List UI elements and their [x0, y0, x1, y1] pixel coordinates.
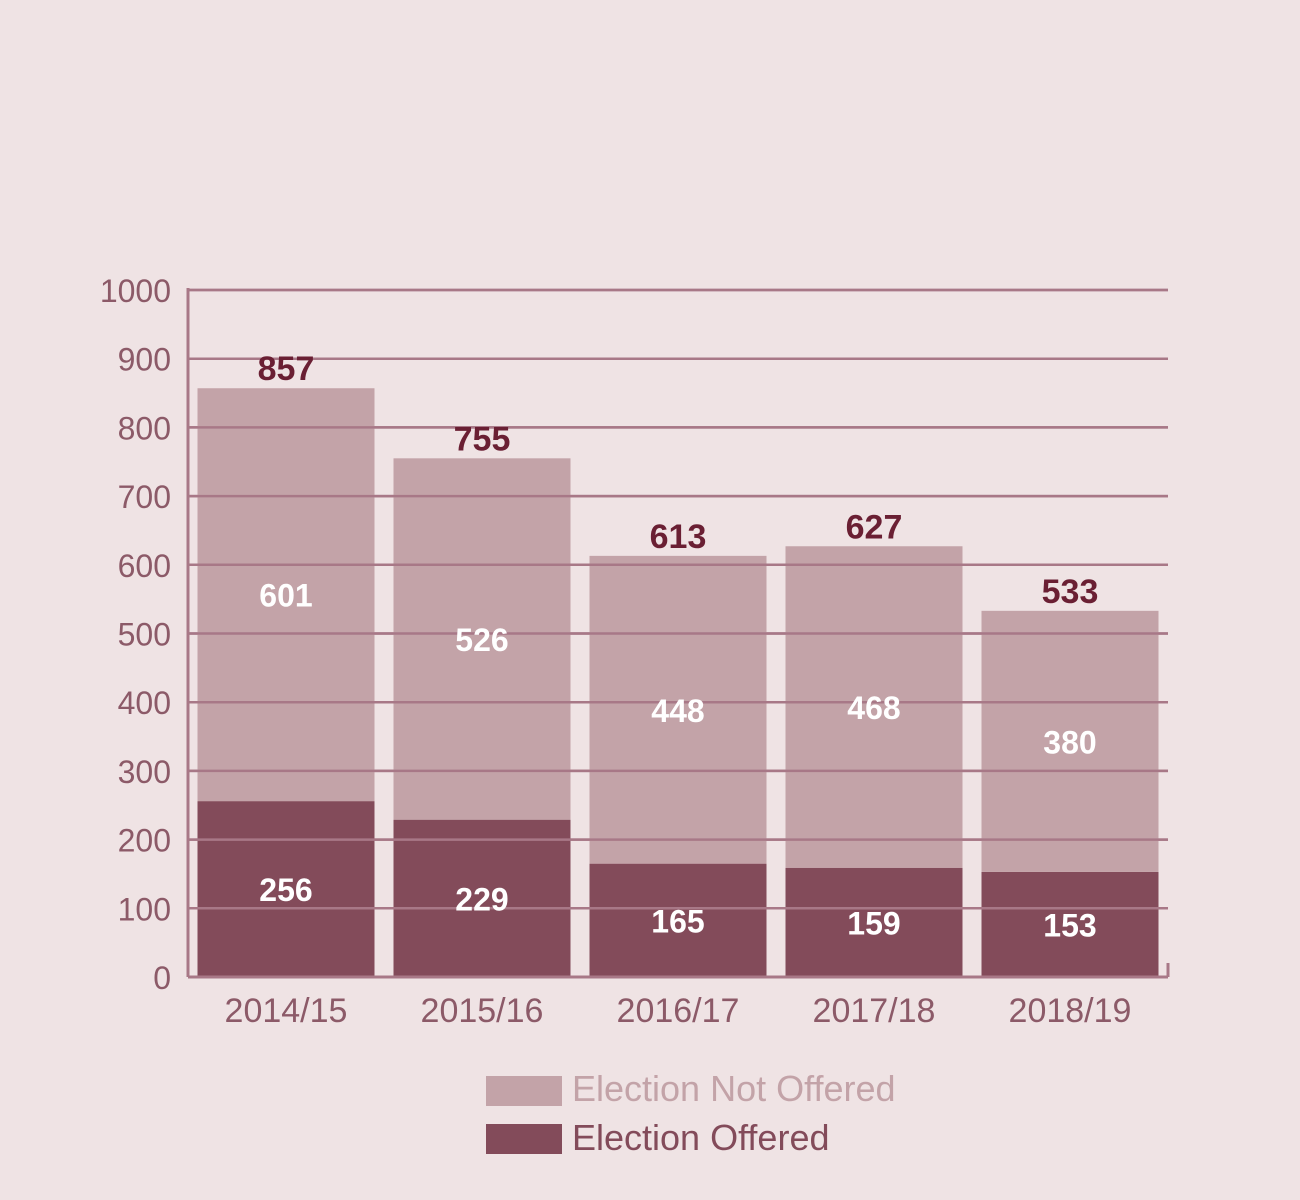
bar-election-offered [981, 871, 1159, 977]
x-tick-label: 2018/19 [1009, 992, 1132, 1030]
data-label-election-offered: 159 [847, 905, 900, 941]
bars [197, 388, 1159, 977]
data-label-election-not-offered: 601 [259, 578, 312, 614]
legend-label-offered: Election Offered [572, 1117, 829, 1158]
data-label-election-not-offered: 448 [651, 693, 704, 729]
legend: Election Not Offered Election Offered [486, 1068, 896, 1158]
data-label-election-offered: 153 [1043, 907, 1096, 943]
axes [186, 288, 1170, 979]
y-tick-label: 700 [118, 479, 171, 515]
bar-election-offered [589, 863, 767, 977]
bar-election-not-offered [197, 388, 375, 802]
y-tick-label: 800 [118, 410, 171, 446]
x-axis-ticks: 2014/15 2015/16 2016/17 2017/18 2018/19 [225, 992, 1132, 1030]
data-label-election-not-offered: 380 [1043, 724, 1096, 760]
data-label-election-not-offered: 526 [455, 622, 508, 658]
data-label-total: 613 [650, 518, 707, 556]
y-tick-label: 600 [118, 548, 171, 584]
x-tick-label: 2016/17 [617, 992, 740, 1030]
x-tick-label: 2015/16 [421, 992, 544, 1030]
bar-election-not-offered [981, 610, 1159, 872]
bar-election-not-offered [393, 458, 571, 820]
bar-election-offered [197, 801, 375, 977]
y-tick-label: 500 [118, 617, 171, 653]
y-tick-label: 0 [153, 960, 171, 996]
y-tick-label: 400 [118, 685, 171, 721]
legend-label-not-offered: Election Not Offered [572, 1068, 896, 1109]
bar-election-not-offered [785, 546, 963, 868]
y-axis-ticks: 0 100 200 300 400 500 600 700 800 900 1000 [100, 273, 171, 996]
legend-swatch-offered [486, 1124, 562, 1154]
y-tick-label: 300 [118, 754, 171, 790]
y-tick-label: 100 [118, 891, 171, 927]
data-labels: 256 601 857 229 526 755 165 448 613 159 468 627 153 3… [258, 350, 1099, 943]
data-label-total: 533 [1042, 573, 1099, 611]
legend-swatch-not-offered [486, 1076, 562, 1106]
y-tick-label: 1000 [100, 273, 171, 309]
bar-election-offered [393, 819, 571, 977]
data-label-election-offered: 256 [259, 872, 312, 908]
bar-election-offered [785, 867, 963, 977]
data-label-election-not-offered: 468 [847, 690, 900, 726]
x-tick-label: 2014/15 [225, 992, 348, 1030]
data-label-election-offered: 165 [651, 903, 704, 939]
data-label-total: 627 [846, 508, 903, 546]
gridlines-overlay [188, 288, 1168, 910]
data-label-total: 755 [454, 420, 511, 458]
y-tick-label: 900 [118, 342, 171, 378]
data-label-total: 857 [258, 350, 315, 388]
y-tick-label: 200 [118, 823, 171, 859]
x-tick-label: 2017/18 [813, 992, 936, 1030]
bar-election-not-offered [589, 555, 767, 864]
data-label-election-offered: 229 [455, 881, 508, 917]
